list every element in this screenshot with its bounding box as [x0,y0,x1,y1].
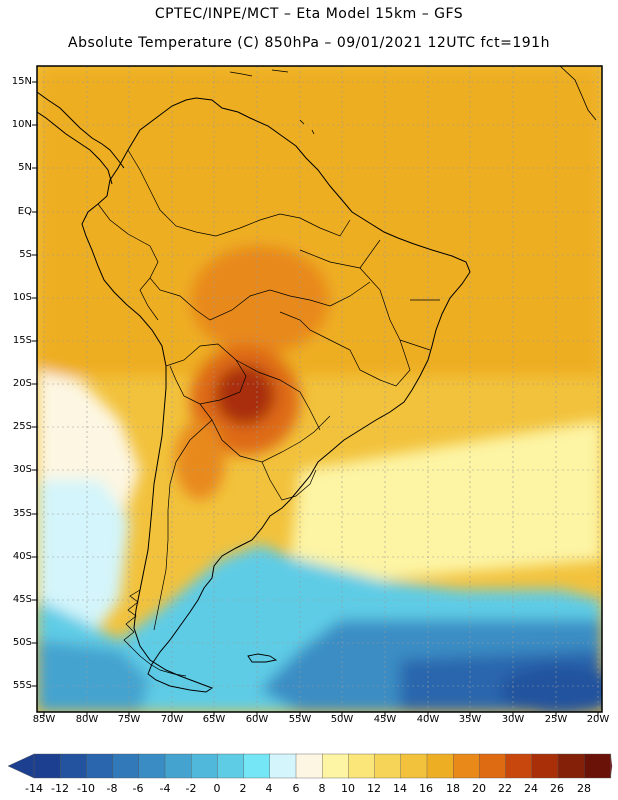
colorbar-label: 12 [367,782,381,795]
south-america-coastline [81,97,471,693]
colorbar-swatch [33,753,61,779]
field-coldest [500,665,602,712]
lon-label: 45W [373,714,397,725]
colorbar-label: -4 [159,782,171,795]
colorbar-label: -8 [106,782,118,795]
colorbar-label: 2 [239,782,247,795]
colorbar-swatch [295,753,323,779]
colorbar-swatch [322,753,350,779]
lat-label: 35S [12,508,32,519]
colorbar-label: -12 [51,782,69,795]
colorbar-label: 8 [318,782,326,795]
lat-label: 5N [18,162,32,173]
lat-label: 25S [12,421,32,432]
colorbar [7,753,613,779]
colorbar-label: -6 [132,782,144,795]
colorbar-label: 22 [498,782,512,795]
graticule [37,66,602,712]
lat-label: 40S [12,551,32,562]
field-warm-core [190,245,330,355]
lon-label: 30W [501,714,525,725]
colorbar-swatch [453,753,481,779]
lon-label: 70W [160,714,184,725]
colorbar-label: -2 [185,782,197,795]
colorbar-label: 10 [341,782,355,795]
caribbean-islands [229,66,597,135]
colorbar-swatch [426,753,454,779]
colorbar-swatch [479,753,507,779]
map-title: CPTEC/INPE/MCT – Eta Model 15km – GFS [154,6,464,22]
colorbar-label: 0 [213,782,221,795]
lon-label: 50W [330,714,354,725]
colorbar-label: 14 [393,782,407,795]
lon-label: 25W [544,714,568,725]
axis-ticks [32,81,599,717]
lat-label: 30S [12,464,32,475]
colorbar-label: 20 [472,782,486,795]
lat-label: 20S [12,378,32,389]
country-borders [97,149,440,631]
lat-label: 55S [12,680,32,691]
colorbar-swatch [557,753,585,779]
lon-label: 80W [75,714,99,725]
colorbar-swatch [505,753,533,779]
lat-label: EQ [17,206,32,217]
colorbar-swatch [112,753,140,779]
colorbar-swatch [190,753,219,779]
colorbar-label: 4 [265,782,273,795]
lon-label: 35W [458,714,482,725]
lat-label: 10N [11,119,32,130]
colorbar-label: -10 [77,782,95,795]
colorbar-label: 28 [577,782,591,795]
colorbar-label: 24 [524,782,538,795]
colorbar-swatch [138,753,166,779]
field-southwest-cold [37,640,150,712]
colorbar-label: 26 [550,782,564,795]
colorbar-swatch [60,753,88,779]
colorbar-swatch [243,753,271,779]
lon-label: 40W [416,714,440,725]
lon-label: 75W [117,714,141,725]
falkland-islands [247,653,278,663]
colorbar-swatch [374,753,402,779]
lon-label: 60W [245,714,269,725]
lon-label: 20W [586,714,610,725]
lon-label: 65W [202,714,226,725]
lat-label: 10S [12,292,32,303]
colorbar-swatch [584,753,612,779]
colorbar-min-arrow [7,753,35,779]
field-andes-warm [175,420,225,500]
map-subtitle: Absolute Temperature (C) 850hPa – 09/01/… [68,35,550,51]
colorbar-max-arrow [610,753,613,779]
colorbar-swatch [86,753,114,779]
lat-label: 50S [12,637,32,648]
field-pacific-cool [37,480,130,640]
field-hottest-core [215,365,275,425]
chile-fjords [123,589,187,677]
lat-label: 5S [19,249,32,260]
colorbar-swatch [269,753,297,779]
lat-label: 45S [12,594,32,605]
colorbar-label: -14 [25,782,43,795]
field-atlantic-mild [290,420,602,580]
colorbar-label: 18 [446,782,460,795]
field-tropical [37,66,602,376]
map-frame [36,65,603,713]
colorbar-label: 6 [292,782,300,795]
colorbar-swatch [531,753,559,779]
lat-label: 15N [11,76,32,87]
colorbar-swatch [164,753,192,779]
colorbar-swatch [217,753,245,779]
lat-label: 15S [12,335,32,346]
lon-label: 85W [32,714,56,725]
colorbar-swatch [400,753,428,779]
central-america-coastline [37,91,125,185]
colorbar-swatch [348,753,376,779]
lon-label: 55W [288,714,312,725]
colorbar-label: 16 [419,782,433,795]
